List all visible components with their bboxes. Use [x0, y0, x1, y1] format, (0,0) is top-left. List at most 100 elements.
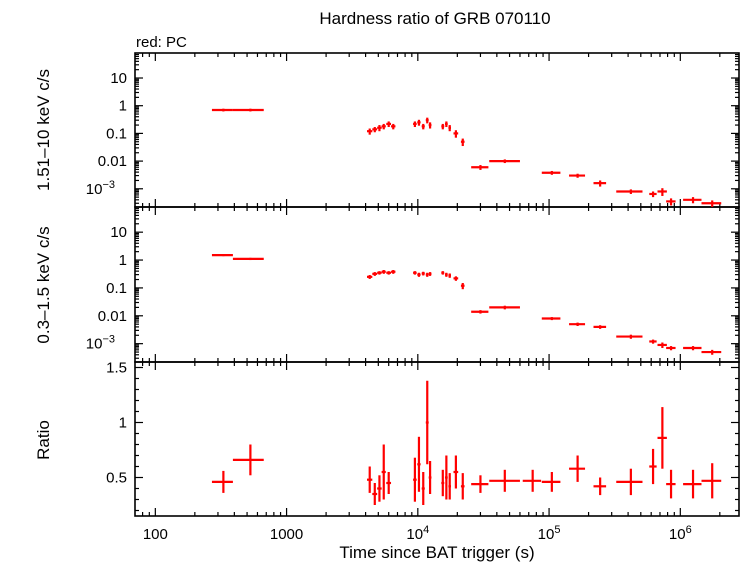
x-tick-label: 100 — [143, 526, 168, 543]
data-point — [701, 200, 722, 207]
data-point — [471, 165, 489, 170]
data-point — [460, 473, 465, 500]
data-point — [377, 475, 382, 502]
data-point — [367, 466, 373, 493]
x-axis-title: Time since BAT trigger (s) — [339, 543, 534, 562]
y-axis-title-middle: 0.3–1.5 keV c/s — [34, 226, 53, 343]
data-point — [386, 121, 392, 128]
data-point — [391, 269, 396, 274]
data-point — [232, 108, 264, 112]
y-tick-label: 10−3 — [86, 179, 115, 198]
data-point — [666, 198, 676, 206]
x-tick-label: 105 — [538, 524, 561, 543]
data-point — [649, 448, 657, 485]
data-point — [471, 310, 489, 314]
data-point — [377, 271, 382, 275]
data-point — [489, 305, 520, 310]
data-point — [391, 123, 396, 130]
data-point — [211, 108, 233, 112]
y-tick-label: 0.1 — [106, 125, 127, 142]
data-point — [489, 469, 520, 492]
data-point — [444, 272, 448, 277]
data-point — [701, 349, 722, 355]
data-point — [569, 455, 586, 482]
data-point — [453, 276, 459, 281]
data-point — [367, 128, 373, 135]
data-point — [448, 273, 452, 278]
data-point — [444, 121, 448, 128]
y-tick-label: 1 — [119, 98, 127, 115]
data-point — [413, 121, 417, 128]
y-axis-title-bottom: Ratio — [34, 420, 53, 460]
panel-bottom-frame — [134, 361, 740, 517]
data-point — [425, 380, 429, 465]
data-point — [701, 463, 722, 499]
data-point — [421, 271, 425, 276]
data-point — [367, 275, 373, 279]
data-point — [593, 477, 607, 496]
data-point — [471, 475, 489, 493]
data-point — [372, 272, 378, 276]
panel-top-frame — [134, 52, 740, 208]
data-point — [372, 127, 378, 133]
data-point — [425, 117, 429, 124]
data-point — [377, 125, 382, 132]
data-point — [683, 197, 702, 204]
data-point — [460, 138, 465, 147]
data-point — [448, 125, 452, 132]
data-point — [489, 159, 520, 164]
data-point — [421, 472, 425, 505]
chart-title: Hardness ratio of GRB 070110 — [319, 9, 550, 28]
series-bottom — [211, 380, 722, 505]
data-point — [417, 119, 421, 126]
data-point — [541, 317, 561, 321]
data-point — [428, 122, 432, 129]
data-point — [428, 461, 432, 494]
y-tick-label: 1.5 — [106, 360, 127, 377]
y-tick-label: 0.5 — [106, 470, 127, 487]
data-point — [232, 257, 264, 261]
data-point — [386, 271, 392, 275]
data-point — [616, 189, 643, 194]
y-tick-label: 0.01 — [98, 153, 127, 170]
data-point — [381, 444, 386, 500]
data-point — [683, 469, 702, 499]
data-point — [372, 483, 378, 505]
y-tick-label: 1 — [119, 415, 127, 432]
data-point — [232, 444, 264, 476]
data-point — [441, 123, 445, 130]
legend-label: red: PC — [136, 34, 187, 51]
data-point — [657, 407, 667, 469]
data-point — [413, 457, 417, 502]
data-point — [441, 271, 445, 275]
data-point — [666, 346, 676, 351]
data-point — [428, 272, 432, 276]
data-point — [211, 254, 233, 257]
data-point — [413, 271, 417, 275]
panel-middle-frame — [134, 206, 740, 363]
data-point — [593, 325, 607, 329]
y-tick-label: 0.1 — [106, 280, 127, 297]
data-point — [593, 180, 607, 187]
data-point — [522, 469, 542, 492]
series-middle — [211, 254, 722, 355]
data-point — [453, 455, 459, 489]
data-point — [444, 455, 448, 500]
data-point — [541, 170, 561, 175]
y-tick-label: 10 — [110, 224, 127, 241]
y-axis-title-top: 1.51–10 keV c/s — [34, 69, 53, 191]
x-tick-label: 1000 — [270, 526, 303, 543]
data-point — [683, 346, 702, 351]
data-point — [441, 469, 445, 497]
data-point — [425, 272, 429, 277]
data-point — [448, 473, 452, 500]
y-tick-label: 10 — [110, 70, 127, 87]
data-point — [381, 123, 386, 130]
data-point — [616, 334, 643, 339]
series-top — [211, 108, 722, 207]
data-point — [541, 472, 561, 492]
data-point — [657, 342, 667, 348]
data-point — [616, 468, 643, 496]
x-tick-label: 106 — [669, 524, 692, 543]
